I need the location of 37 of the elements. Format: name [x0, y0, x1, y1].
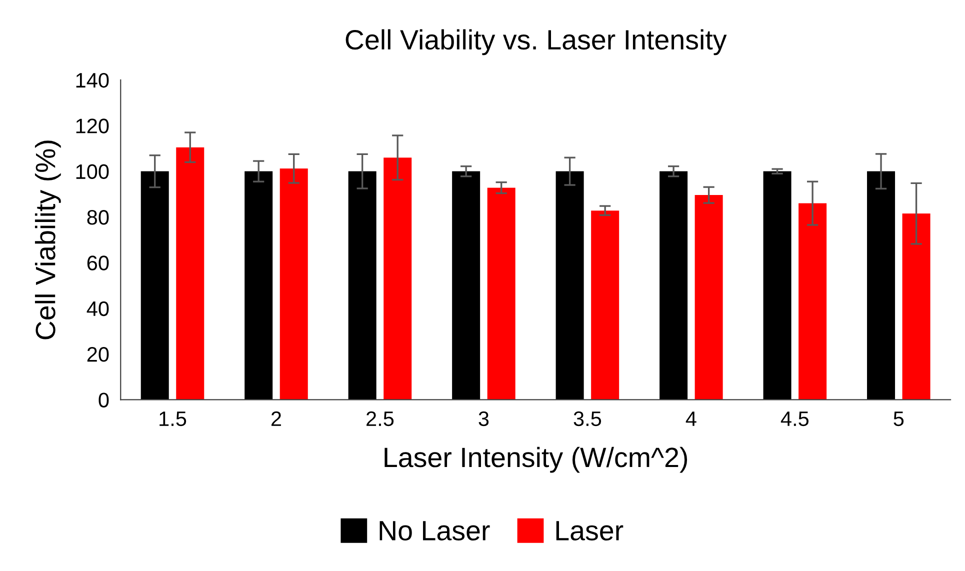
bar — [694, 195, 723, 400]
y-tick-label: 140 — [76, 72, 109, 88]
x-tick-label: 3 — [478, 411, 489, 426]
bar — [452, 171, 480, 400]
bar — [244, 171, 273, 400]
bar — [591, 210, 620, 400]
x-tick-label: 2.5 — [366, 411, 394, 426]
x-tick-label: 4 — [686, 412, 696, 426]
bar — [763, 171, 792, 400]
chart-title: Cell Viability vs. Laser Intensity — [346, 29, 727, 56]
y-tick-label: 100 — [76, 164, 109, 180]
bar — [176, 147, 204, 400]
legend-label: No Laser — [380, 521, 490, 541]
y-tick-label: 120 — [76, 118, 109, 134]
bar — [487, 188, 516, 400]
bar — [867, 171, 896, 400]
x-tick-label: 2 — [271, 411, 281, 426]
y-tick-label: 20 — [87, 347, 109, 362]
bar — [348, 171, 376, 400]
y-tick-label: 0 — [98, 392, 109, 408]
bar — [140, 171, 169, 400]
x-tick-label: 3.5 — [574, 411, 602, 426]
y-axis-title: Cell Viability (%) — [34, 140, 61, 340]
bar — [902, 214, 930, 400]
x-tick-label: 1.5 — [160, 412, 186, 426]
bar — [798, 203, 827, 400]
legend-label: Laser — [556, 521, 624, 541]
x-axis-title: Laser Intensity (W/cm^2) — [384, 446, 688, 473]
bar — [280, 168, 308, 400]
y-tick-label: 60 — [87, 256, 109, 270]
bar — [660, 171, 688, 400]
x-tick-label: 4.5 — [780, 412, 809, 426]
x-tick-label: 5 — [894, 412, 904, 426]
y-tick-label: 40 — [86, 301, 109, 316]
bar — [556, 171, 584, 400]
bar — [384, 158, 412, 400]
y-tick-label: 80 — [87, 210, 109, 225]
